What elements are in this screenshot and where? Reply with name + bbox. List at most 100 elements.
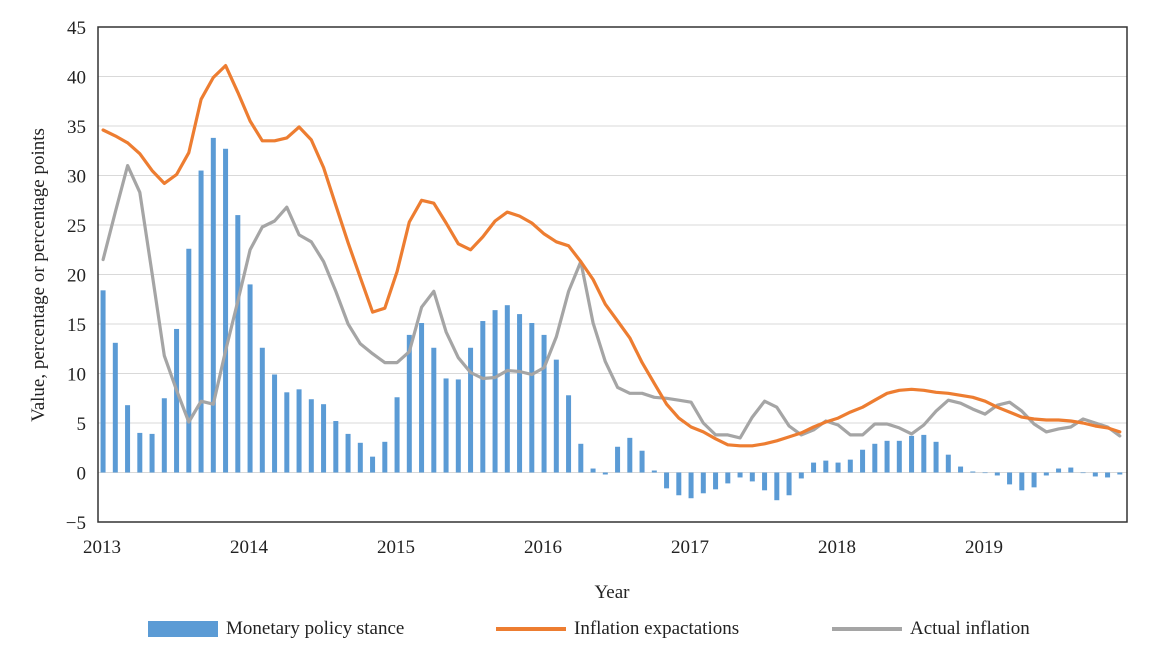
y-tick-label: 45 <box>67 18 86 39</box>
y-tick-label: 25 <box>67 216 86 237</box>
bar <box>480 321 486 473</box>
bar <box>333 421 339 473</box>
legend-swatch-bar <box>148 621 218 637</box>
x-tick-label: 2017 <box>671 537 709 558</box>
bar <box>884 440 890 473</box>
bar <box>933 441 939 473</box>
legend-label: Actual inflation <box>910 618 1030 639</box>
x-tick-label: 2016 <box>524 537 562 558</box>
bar <box>578 443 584 473</box>
bar <box>1117 472 1123 475</box>
y-tick-label: 40 <box>67 68 86 89</box>
bar <box>1019 472 1025 491</box>
line-inflation-expactations <box>101 63 1122 448</box>
legend-label: Inflation expactations <box>574 618 740 639</box>
bar <box>762 472 768 491</box>
bar <box>945 454 951 473</box>
legend: Monetary policy stance Inflation expacta… <box>0 618 1162 648</box>
bar <box>590 468 596 473</box>
bar <box>958 466 964 473</box>
bar <box>627 437 633 473</box>
bar <box>419 323 425 473</box>
bar <box>382 441 388 473</box>
bar <box>443 378 449 473</box>
bar <box>896 440 902 473</box>
bar <box>847 459 853 473</box>
legend-item-inflation-expectations: Inflation expactations <box>496 618 739 640</box>
bar <box>112 342 118 473</box>
bar <box>982 472 988 474</box>
bar <box>688 472 694 499</box>
bar <box>529 323 535 473</box>
bar <box>774 472 780 501</box>
bar <box>1043 472 1049 476</box>
bar <box>615 446 621 473</box>
bar <box>296 389 302 473</box>
legend-item-actual-inflation: Actual inflation <box>832 618 1030 640</box>
bar <box>198 170 204 473</box>
y-tick-label: −5 <box>66 513 86 534</box>
x-tick-labels: 2013 2014 2015 2016 2017 2018 2019 <box>83 537 1003 558</box>
bar <box>1056 468 1062 473</box>
bar <box>909 435 915 473</box>
legend-swatch-line <box>832 627 902 631</box>
y-tick-label: 35 <box>67 117 86 138</box>
y-tick-label: 0 <box>77 464 87 485</box>
bar <box>970 471 976 473</box>
line-series <box>101 63 1122 448</box>
bar <box>1080 472 1086 474</box>
bar <box>235 215 241 473</box>
bar <box>468 347 474 473</box>
legend-label: Monetary policy stance <box>226 618 405 639</box>
x-axis-title: Year <box>594 582 630 603</box>
bar <box>676 472 682 496</box>
bar <box>700 472 706 494</box>
bar <box>247 284 253 473</box>
bar <box>455 379 461 473</box>
bar <box>1092 472 1098 477</box>
bar <box>651 470 657 473</box>
bar <box>835 462 841 473</box>
bar <box>394 397 400 473</box>
bar <box>602 472 608 475</box>
bar-series-monetary-policy-stance <box>100 137 1123 501</box>
bar <box>639 450 645 473</box>
bar <box>345 433 351 473</box>
bar <box>284 392 290 473</box>
bar <box>872 443 878 473</box>
bar <box>860 449 866 473</box>
bar <box>504 305 510 473</box>
bar <box>161 398 167 473</box>
bar <box>541 334 547 473</box>
bar <box>1007 472 1013 485</box>
legend-item-monetary-policy-stance: Monetary policy stance <box>148 618 404 640</box>
bar <box>664 472 670 489</box>
y-tick-label: 15 <box>67 315 86 336</box>
x-tick-label: 2018 <box>818 537 856 558</box>
bar <box>357 442 363 473</box>
y-tick-label: 5 <box>77 414 87 435</box>
axes <box>97 26 1128 523</box>
bar <box>100 290 106 473</box>
x-tick-label: 2015 <box>377 537 415 558</box>
bar <box>370 456 376 473</box>
y-tick-label: 20 <box>67 266 86 287</box>
bar <box>517 314 523 473</box>
bar <box>149 433 155 473</box>
bar <box>137 432 143 473</box>
plot-frame <box>97 26 1128 523</box>
bar <box>553 359 559 473</box>
bar <box>994 472 1000 476</box>
bar <box>1068 467 1074 473</box>
bar <box>186 248 192 473</box>
bar <box>272 374 278 473</box>
x-tick-label: 2014 <box>230 537 269 558</box>
bar <box>174 328 180 473</box>
bar <box>125 405 131 473</box>
bar <box>713 472 719 490</box>
bar <box>210 137 216 473</box>
bar <box>259 347 265 473</box>
bar <box>223 148 229 473</box>
y-axis-title: Value, percentage or percentage points <box>28 128 49 422</box>
